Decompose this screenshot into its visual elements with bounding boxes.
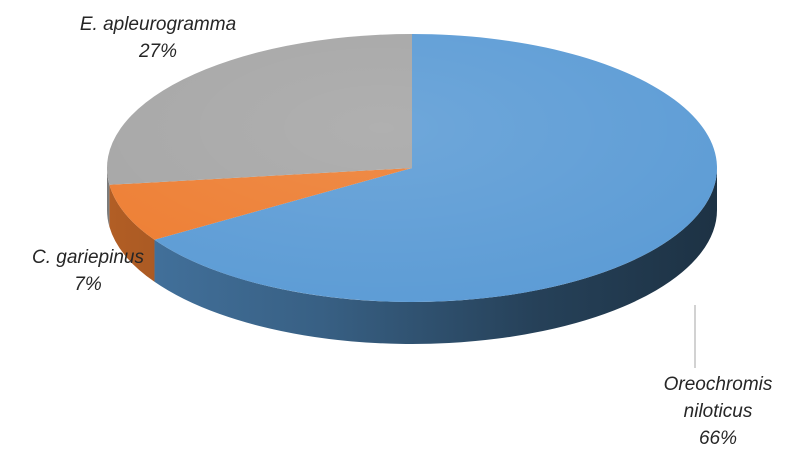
slice-name-label: E. apleurogramma [80, 14, 236, 35]
pie-slices [107, 34, 718, 344]
slice-value-label: 27% [138, 41, 177, 62]
slice-value-label: 7% [74, 274, 102, 295]
slice-label: C. gariepinus 7% [32, 247, 144, 295]
slice-name-label: Oreochromis [664, 374, 773, 395]
slice-side-oreochromis-niloticus [154, 168, 717, 344]
slice-value-label: 66% [699, 428, 737, 449]
slice-side-c-gariepinus [109, 184, 155, 282]
slice-name-label: niloticus [684, 401, 753, 422]
slice-label: E. apleurogramma 27% [80, 14, 236, 62]
slice-name-label: C. gariepinus [32, 247, 144, 268]
slice-side-e-apleurogramma [107, 168, 110, 227]
slice-label: Oreochromis niloticus 66% [664, 374, 773, 449]
slice-labels: Oreochromis niloticus 66% C. gariepinus 7% E.… [32, 14, 773, 449]
pie-top-highlight [107, 34, 717, 302]
